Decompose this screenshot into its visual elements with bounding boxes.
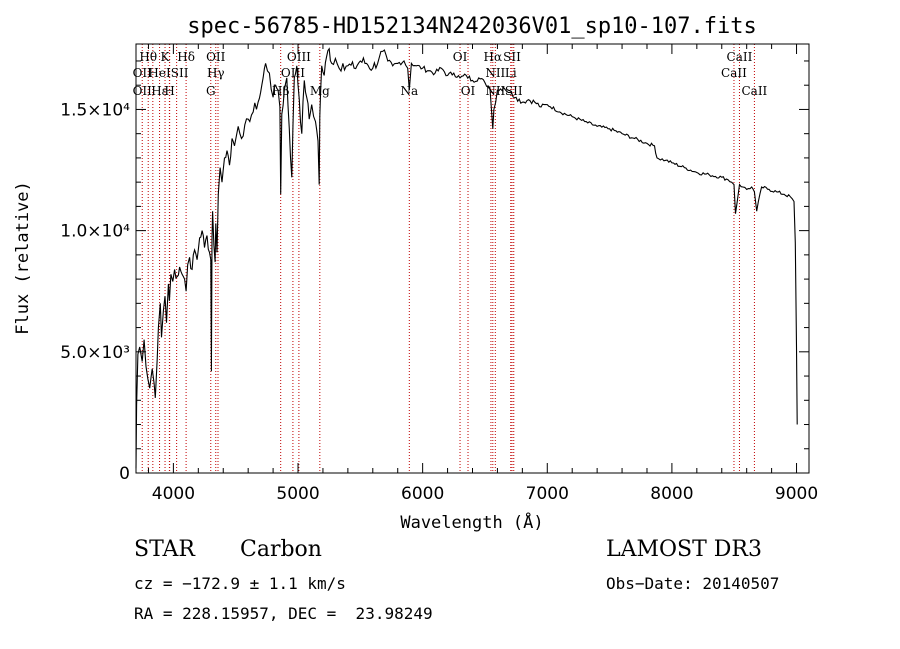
line-marker-label: Mg: [310, 84, 330, 98]
line-marker-label: K: [161, 50, 171, 64]
y-tick-label: 0: [119, 464, 130, 484]
line-markers: [141, 44, 755, 473]
x-axis: 4000 5000 6000 7000 8000 9000: [147, 44, 818, 504]
line-marker-label: Hε: [151, 84, 168, 98]
line-marker-label: OIII: [287, 50, 311, 64]
chart-title: spec-56785-HD152134N242036V01_sp10-107.f…: [187, 14, 757, 39]
line-marker-label: Hγ: [207, 66, 225, 80]
line-marker-label: OII: [133, 84, 153, 98]
line-marker-label: HeI: [148, 66, 171, 80]
line-marker-label: SII: [503, 50, 521, 64]
line-marker-label: Hδ: [177, 50, 195, 64]
line-marker-label: OIII: [281, 66, 305, 80]
object-subclass: Carbon: [240, 537, 322, 562]
line-marker-label: Hα: [484, 50, 503, 64]
line-marker-label: OII: [206, 50, 226, 64]
line-marker-label: SII: [505, 84, 523, 98]
survey-name: LAMOST DR3: [606, 537, 762, 562]
line-marker-label: SII: [171, 66, 189, 80]
line-marker-label: NII: [485, 66, 505, 80]
line-marker-label: G: [206, 84, 216, 98]
y-tick-label: 5.0×10³: [60, 343, 130, 363]
line-marker-label: OII: [133, 66, 153, 80]
x-tick-label: 7000: [526, 484, 569, 504]
y-tick-label: 1.0×10⁴: [60, 222, 130, 242]
x-tick-label: 8000: [650, 484, 693, 504]
line-marker-label: Hθ: [139, 50, 157, 64]
y-axis-label: Flux (relative): [13, 181, 33, 335]
x-axis-label: Wavelength (Å): [400, 511, 543, 533]
observation-date: Obs−Date: 20140507: [606, 574, 780, 593]
x-tick-label: 9000: [775, 484, 818, 504]
line-marker-label: H: [164, 84, 174, 98]
x-tick-label: 6000: [401, 484, 444, 504]
line-marker-label: CaII: [721, 66, 747, 80]
line-marker-label: OI: [461, 84, 476, 98]
x-tick-label: 5000: [276, 484, 319, 504]
line-marker-label: OI: [453, 50, 468, 64]
line-marker-label: CaII: [741, 84, 767, 98]
line-marker-label: CaII: [727, 50, 753, 64]
y-axis: 0 5.0×10³ 1.0×10⁴ 1.5×10⁴: [60, 60, 809, 484]
line-marker-label: Li: [505, 66, 517, 80]
x-tick-label: 4000: [152, 484, 195, 504]
redshift-cz: cz = −172.9 ± 1.1 km/s: [134, 574, 346, 593]
object-type: STAR: [134, 537, 195, 562]
coordinates: RA = 228.15957, DEC = 23.98249: [134, 604, 433, 623]
y-tick-label: 1.5×10⁴: [60, 100, 130, 120]
plot-frame: [135, 43, 810, 474]
line-marker-label: Na: [400, 84, 418, 98]
spectrum-line: [135, 47, 798, 469]
